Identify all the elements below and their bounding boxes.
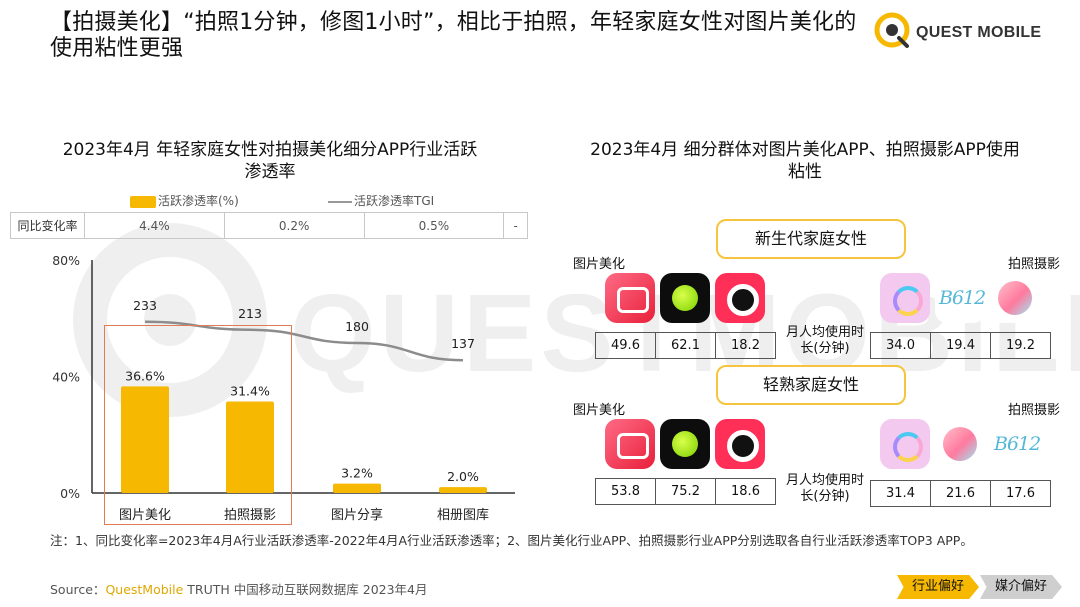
group-label-new-gen: 新生代家庭女性 xyxy=(716,219,906,259)
bar-value-label: 31.4% xyxy=(230,384,270,399)
table-row: 53.8 75.2 18.6 xyxy=(595,478,776,505)
b612-icon: B612 xyxy=(935,273,986,323)
table-row: 31.4 21.6 17.6 xyxy=(870,480,1051,507)
y-tick-label: 0% xyxy=(60,486,80,501)
duration-label: 月人均使用时长(分钟) xyxy=(785,325,864,356)
quest-mobile-logo-icon xyxy=(874,12,910,48)
meitu-xiuxiu-icon xyxy=(715,419,765,469)
duration-cell: 75.2 xyxy=(655,478,716,505)
legend-line-swatch xyxy=(328,200,352,203)
duration-cell: 19.4 xyxy=(930,332,991,359)
table-row: 34.0 19.4 19.2 xyxy=(870,332,1051,359)
duration-cell: 34.0 xyxy=(870,332,931,359)
bar xyxy=(226,401,274,493)
x-tick-label: 拍照摄影 xyxy=(224,508,276,523)
duration-cell: 18.6 xyxy=(715,478,776,505)
meitu-icon xyxy=(605,273,655,323)
tgi-value-label: 180 xyxy=(345,319,369,334)
y-tick-label: 40% xyxy=(52,370,80,385)
x-tick-label: 图片分享 xyxy=(331,507,383,523)
meitu-icon xyxy=(605,419,655,469)
xingtu-icon xyxy=(660,273,710,323)
duration-cell: 31.4 xyxy=(870,480,931,507)
legend-bar-swatch xyxy=(130,195,156,208)
yoy-cell: 0.5% xyxy=(363,212,505,239)
category-label-photo: 拍照摄影 xyxy=(1008,257,1061,272)
category-label-beautify: 图片美化 xyxy=(573,257,626,272)
duration-table-right-2: 31.4 21.6 17.6 xyxy=(870,480,1051,507)
source-rest: TRUTH 中国移动互联网数据库 2023年4月 xyxy=(183,582,428,597)
duration-table-left-2: 53.8 75.2 18.6 xyxy=(595,478,776,505)
table-row: 49.6 62.1 18.2 xyxy=(595,332,776,359)
b612-icon-label: B612 xyxy=(994,433,1041,455)
yoy-cell: 0.2% xyxy=(223,212,365,239)
b612-icon-label: B612 xyxy=(939,287,986,309)
y-tick-label: 80% xyxy=(52,253,80,268)
category-label-beautify: 图片美化 xyxy=(573,403,626,418)
penetration-chart: 0% 40% 80% 36.6% 图片美化 31.4% 拍照摄影 3.2% 图片分享 2.0% 相册… xyxy=(52,253,515,523)
left-chart-title: 2023年4月 年轻家庭女性对拍摄美化细分APP行业活跃渗透率 xyxy=(62,140,478,182)
x-tick-label: 相册图库 xyxy=(437,507,489,523)
bar xyxy=(333,483,381,493)
duration-cell: 19.2 xyxy=(990,332,1051,359)
bar-value-label: 2.0% xyxy=(447,469,479,484)
xingtu-icon xyxy=(660,419,710,469)
bar xyxy=(439,487,487,493)
source-brand: QuestMobile xyxy=(105,582,184,597)
duration-cell: 18.2 xyxy=(715,332,776,359)
nav-chip-industry-preference[interactable]: 行业偏好 xyxy=(897,575,979,599)
group-label-mature: 轻熟家庭女性 xyxy=(716,365,906,405)
tgi-value-label: 233 xyxy=(133,298,157,313)
x-tick-label: 图片美化 xyxy=(119,508,171,523)
category-label-photo: 拍照摄影 xyxy=(1008,403,1061,418)
source-prefix: Source： xyxy=(50,582,106,597)
duration-table-right-1: 34.0 19.4 19.2 xyxy=(870,332,1051,359)
beauty-cam-icon xyxy=(880,419,930,469)
duration-cell: 62.1 xyxy=(655,332,716,359)
tgi-value-label: 213 xyxy=(238,306,262,321)
tgi-value-label: 137 xyxy=(451,336,475,351)
duration-cell: 17.6 xyxy=(990,480,1051,507)
bar-value-label: 36.6% xyxy=(125,368,165,383)
page-title: 【拍摄美化】“拍照1分钟，修图1小时”，相比于拍照，年轻家庭女性对图片美化的使用… xyxy=(50,10,857,61)
yoy-header: 同比变化率 xyxy=(10,212,85,239)
duration-cell: 21.6 xyxy=(930,480,991,507)
duration-table-left-1: 49.6 62.1 18.2 xyxy=(595,332,776,359)
qingyan-icon xyxy=(935,419,985,469)
duration-label: 月人均使用时长(分钟) xyxy=(785,473,864,504)
qingyan-icon xyxy=(990,273,1040,323)
table-row: 同比变化率 4.4% 0.2% 0.5% - xyxy=(10,212,528,239)
right-chart-title: 2023年4月 细分群体对图片美化APP、拍照摄影APP使用粘性 xyxy=(590,140,1020,182)
duration-cell: 49.6 xyxy=(595,332,656,359)
logo-text: QUEST MOBILE xyxy=(916,24,1042,41)
duration-cell: 53.8 xyxy=(595,478,656,505)
legend-line-label: 活跃渗透率TGI xyxy=(354,194,435,208)
footnote: 注：1、同比变化率=2023年4月A行业活跃渗透率-2022年4月A行业活跃渗透… xyxy=(50,533,973,548)
tgi-line xyxy=(144,320,464,362)
bar-value-label: 3.2% xyxy=(341,466,373,481)
b612-icon: B612 xyxy=(990,419,1041,469)
source-line: Source：QuestMobile TRUTH 中国移动互联网数据库 2023… xyxy=(50,579,428,598)
nav-chip-media-preference[interactable]: 媒介偏好 xyxy=(980,575,1062,599)
meitu-xiuxiu-icon xyxy=(715,273,765,323)
legend-bar-label: 活跃渗透率(%) xyxy=(158,194,239,208)
yoy-cell: - xyxy=(503,212,528,239)
legend-item-line: 活跃渗透率TGI xyxy=(328,192,434,209)
beauty-cam-icon xyxy=(880,273,930,323)
yoy-cell: 4.4% xyxy=(84,212,225,239)
yoy-change-table: 同比变化率 4.4% 0.2% 0.5% - xyxy=(10,212,528,239)
quest-mobile-logo: QUEST MOBILE xyxy=(872,10,1042,52)
legend-item-bar: 活跃渗透率(%) xyxy=(130,192,239,209)
bar xyxy=(121,386,169,493)
